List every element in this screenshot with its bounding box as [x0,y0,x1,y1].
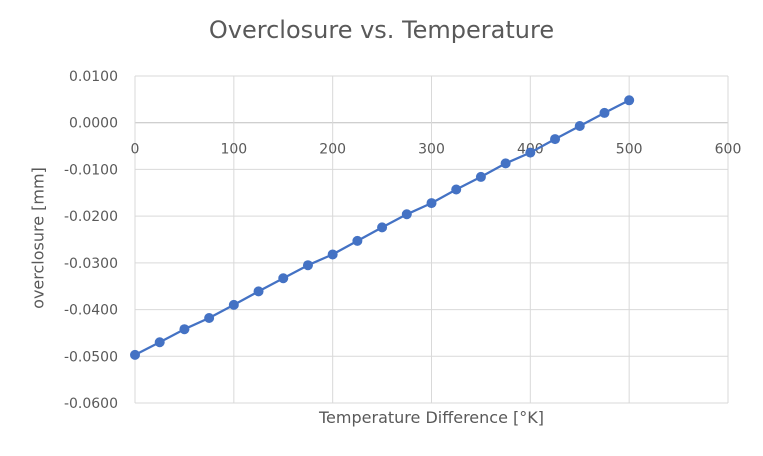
data-point [475,171,486,182]
data-point [302,260,313,271]
data-point [130,349,140,360]
data-point [154,337,165,348]
y-tick-label: -0.0600 [64,396,118,412]
x-tick-label: 0 [131,142,140,158]
data-point [525,147,536,158]
x-axis-label: Temperature Difference [°K] [319,408,544,427]
data-point [624,95,635,106]
y-tick-label: -0.0500 [64,349,118,365]
data-point [426,198,437,209]
data-point [228,299,239,310]
data-point [352,235,363,246]
data-point [204,312,215,323]
y-tick-label: -0.0400 [64,303,118,319]
data-point [253,286,264,297]
x-tick-label: 200 [319,142,346,158]
y-tick-label: -0.0300 [64,256,118,272]
y-tick-label: 0.0100 [69,69,118,85]
y-tick-label: -0.0200 [64,209,118,225]
data-point [377,222,388,233]
x-tick-label: 600 [715,142,742,158]
data-point [179,324,190,335]
chart-title: Overclosure vs. Temperature [208,16,555,44]
y-tick-label: -0.0100 [64,162,118,178]
data-point [500,158,511,169]
x-tick-label: 100 [220,142,247,158]
x-tick-label: 300 [418,142,445,158]
y-tick-label: 0.0000 [69,116,118,132]
data-point [451,184,462,195]
x-tick-label: 500 [616,142,643,158]
data-point [574,120,585,131]
data-point [327,249,338,260]
data-point [550,134,561,145]
data-point [278,273,289,284]
data-point [401,209,412,220]
data-point [599,107,610,118]
